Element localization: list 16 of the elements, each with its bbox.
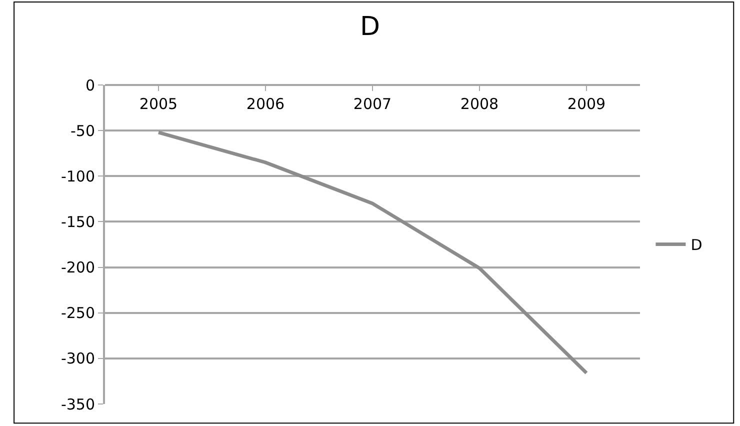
y-tick-label: -300 <box>60 350 95 368</box>
x-tick-label: 2008 <box>460 95 499 113</box>
y-tick-label: -150 <box>60 212 95 231</box>
y-tick-label: -50 <box>70 122 95 140</box>
y-tick-label: -200 <box>60 258 95 277</box>
x-tick-label: 2009 <box>567 95 606 113</box>
x-tick-label: 2006 <box>246 95 285 113</box>
y-tick-label: -350 <box>60 395 95 414</box>
y-tick-label: -100 <box>60 167 95 186</box>
y-tick-label: 0 <box>85 76 95 94</box>
x-tick-label: 2005 <box>139 95 178 113</box>
y-tick-label: -250 <box>60 304 95 322</box>
x-tick-label: 2007 <box>353 95 392 113</box>
chart-title: D <box>360 12 380 42</box>
legend-label: D <box>690 236 702 254</box>
line-series <box>156 130 588 375</box>
